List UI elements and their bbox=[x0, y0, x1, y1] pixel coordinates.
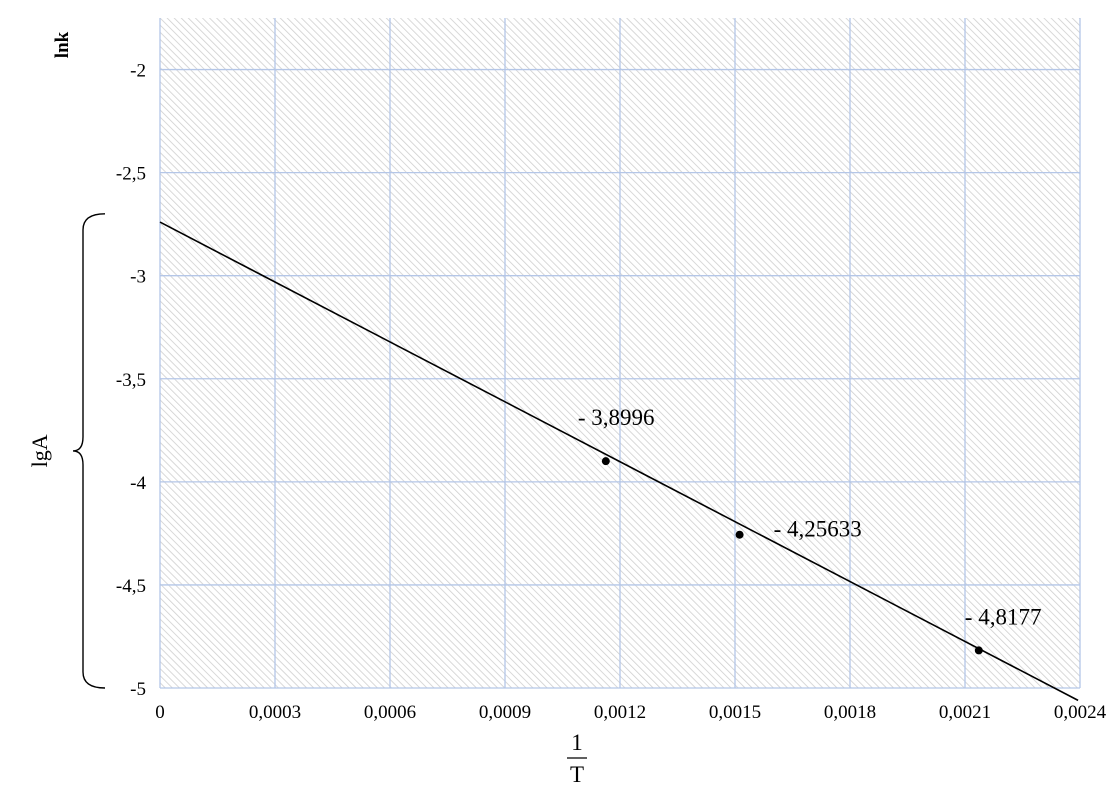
trend-line bbox=[159, 221, 1079, 702]
x-axis-label-denominator: T bbox=[570, 762, 584, 787]
data-point bbox=[735, 530, 744, 539]
data-label: - 4,8177 bbox=[965, 604, 1042, 629]
grid bbox=[159, 18, 1081, 689]
x-tick-label: 0,0015 bbox=[709, 702, 761, 723]
data-points bbox=[601, 457, 983, 655]
x-axis-label-numerator: 1 bbox=[571, 730, 583, 755]
data-label: - 4,25633 bbox=[774, 517, 862, 542]
y-axis-ticks: -2 -2,5 -3 -3,5 -4 -4,5 -5 bbox=[116, 61, 147, 700]
y-axis-label: lnk bbox=[52, 31, 73, 58]
y-tick-label: -4,5 bbox=[116, 576, 146, 597]
x-tick-label: 0,0003 bbox=[249, 702, 301, 723]
data-labels: - 3,8996 - 4,25633 - 4,8177 bbox=[578, 405, 1042, 629]
x-tick-label: 0,0018 bbox=[824, 702, 876, 723]
y-tick-label: -3,5 bbox=[116, 370, 146, 391]
y-tick-label: -4 bbox=[130, 473, 146, 494]
x-axis-ticks: 0 0,0003 0,0006 0,0009 0,0012 0,0015 0,0018 0,0… bbox=[155, 702, 1106, 723]
y-tick-label: -3 bbox=[130, 267, 146, 288]
x-tick-label: 0,0012 bbox=[594, 702, 646, 723]
data-label: - 3,8996 bbox=[578, 405, 655, 430]
x-tick-label: 0 bbox=[155, 702, 165, 723]
data-point bbox=[601, 457, 610, 466]
y-tick-label: -2,5 bbox=[116, 164, 146, 185]
side-label: lgA bbox=[27, 434, 52, 467]
x-tick-label: 0,0009 bbox=[479, 702, 531, 723]
y-tick-label: -2 bbox=[130, 61, 146, 82]
data-point bbox=[974, 646, 983, 655]
y-tick-label: -5 bbox=[130, 679, 146, 700]
x-tick-label: 0,0024 bbox=[1054, 702, 1107, 723]
x-tick-label: 0,0006 bbox=[364, 702, 416, 723]
x-tick-label: 0,0021 bbox=[939, 702, 991, 723]
lgA-bracket bbox=[72, 213, 106, 689]
